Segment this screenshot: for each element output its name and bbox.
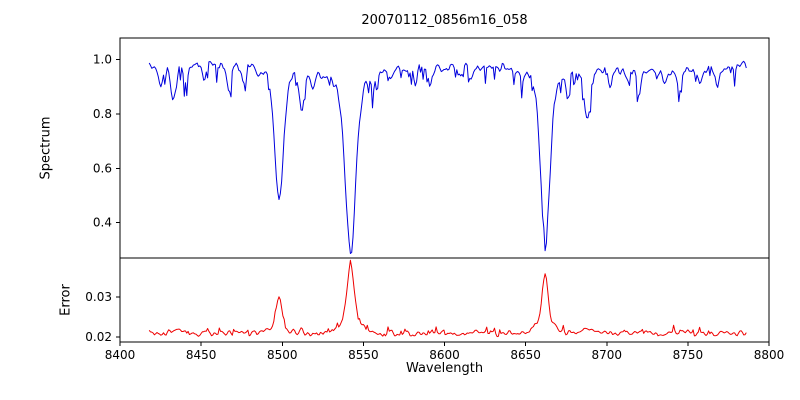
x-axis-label: Wavelength — [405, 361, 484, 376]
x-tick-label: 8800 — [754, 348, 785, 362]
x-tick-label: 8700 — [591, 348, 622, 362]
error-y-tick-label: 0.03 — [85, 290, 112, 304]
error-panel-border — [119, 257, 770, 343]
x-tick-label: 8500 — [267, 348, 298, 362]
x-tick-label: 8600 — [429, 348, 460, 362]
x-tick-label: 8650 — [510, 348, 541, 362]
error-line — [148, 259, 747, 338]
spectrum-y-tick-label: 0.6 — [93, 161, 112, 175]
spectrum-line — [148, 60, 747, 254]
x-tick-label: 8400 — [105, 348, 136, 362]
spectrum-y-tick-label: 0.4 — [93, 216, 112, 230]
chart-title: 20070112_0856m16_058 — [361, 13, 528, 28]
x-tick-label: 8450 — [186, 348, 217, 362]
spectrum-y-tick-label: 1.0 — [93, 53, 112, 67]
error-y-tick-label: 0.02 — [85, 330, 112, 344]
x-tick-label: 8750 — [673, 348, 704, 362]
spectrum-y-tick-label: 0.8 — [93, 107, 112, 121]
x-tick-label: 8550 — [348, 348, 379, 362]
